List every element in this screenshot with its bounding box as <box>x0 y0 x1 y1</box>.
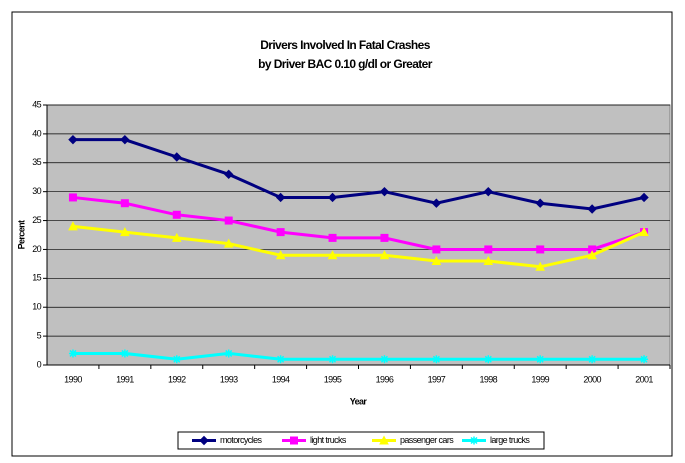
marker <box>432 245 441 254</box>
marker <box>379 186 390 197</box>
marker <box>290 436 298 445</box>
x-tick-label: 1996 <box>376 374 394 384</box>
series-line <box>72 138 645 211</box>
x-tick-label: 1990 <box>64 374 82 384</box>
marker <box>172 210 181 219</box>
legend-label: light trucks <box>310 435 347 445</box>
marker <box>276 228 285 237</box>
marker <box>327 250 338 260</box>
marker <box>171 232 182 242</box>
series-line <box>72 351 645 361</box>
marker <box>432 355 441 364</box>
marker <box>223 238 234 248</box>
y-axis-label: Percent <box>16 220 26 249</box>
marker <box>484 245 493 254</box>
marker <box>380 355 389 364</box>
marker <box>199 435 209 446</box>
marker <box>328 233 337 242</box>
marker <box>120 134 130 145</box>
marker <box>275 192 286 203</box>
x-tick-label: 1997 <box>428 374 446 384</box>
marker <box>640 355 649 364</box>
marker <box>68 193 77 202</box>
marker <box>327 192 338 203</box>
marker <box>275 250 286 260</box>
chart-subtitle: by Driver BAC 0.10 g/dl or Greater <box>258 57 433 71</box>
y-tick-label: 10 <box>32 302 41 312</box>
marker <box>120 199 129 208</box>
marker <box>470 436 478 445</box>
marker <box>120 349 129 358</box>
y-tick-label: 5 <box>37 330 42 340</box>
marker <box>224 169 234 180</box>
x-axis-label: Year <box>350 396 368 406</box>
legend-label: large trucks <box>490 435 530 445</box>
marker <box>431 255 442 265</box>
marker <box>379 250 390 260</box>
marker <box>224 216 233 225</box>
y-tick-label: 35 <box>32 157 41 167</box>
x-tick-label: 1993 <box>220 374 238 384</box>
marker <box>483 255 494 265</box>
y-tick-label: 30 <box>32 186 41 196</box>
marker <box>68 349 77 358</box>
x-tick-label: 1994 <box>272 374 290 384</box>
marker <box>172 355 181 364</box>
marker <box>431 198 442 208</box>
marker <box>380 233 389 242</box>
marker <box>536 245 545 254</box>
marker <box>328 355 337 364</box>
x-tick-label: 2001 <box>635 374 653 384</box>
series-line <box>72 224 645 269</box>
marker <box>68 134 78 145</box>
x-tick-label: 1995 <box>324 374 342 384</box>
x-tick-label: 1998 <box>479 374 497 384</box>
x-tick-label: 2000 <box>583 374 601 384</box>
marker <box>483 186 493 197</box>
marker <box>535 261 546 271</box>
legend-label: motorcycles <box>220 435 263 445</box>
marker <box>588 355 597 364</box>
marker <box>276 355 285 364</box>
marker <box>68 221 78 231</box>
y-tick-label: 25 <box>32 215 41 225</box>
marker <box>172 152 182 162</box>
marker <box>379 435 389 445</box>
marker <box>535 198 545 208</box>
y-tick-label: 0 <box>37 359 42 369</box>
marker <box>120 227 130 237</box>
y-tick-label: 20 <box>32 244 41 254</box>
y-tick-label: 40 <box>32 128 41 138</box>
x-tick-label: 1999 <box>531 374 549 384</box>
marker <box>536 355 545 364</box>
marker <box>224 349 233 358</box>
y-tick-label: 45 <box>32 99 41 109</box>
marker <box>587 250 597 260</box>
y-tick-label: 15 <box>32 273 41 283</box>
marker <box>639 192 649 203</box>
marker <box>484 355 493 364</box>
marker <box>587 204 597 214</box>
x-tick-label: 1991 <box>116 374 134 384</box>
x-tick-label: 1992 <box>168 374 186 384</box>
series-line <box>72 195 645 251</box>
legend-label: passenger cars <box>400 435 454 445</box>
legend <box>177 431 545 450</box>
chart-title: Drivers Involved In Fatal Crashes <box>260 38 431 52</box>
marker <box>639 227 649 237</box>
